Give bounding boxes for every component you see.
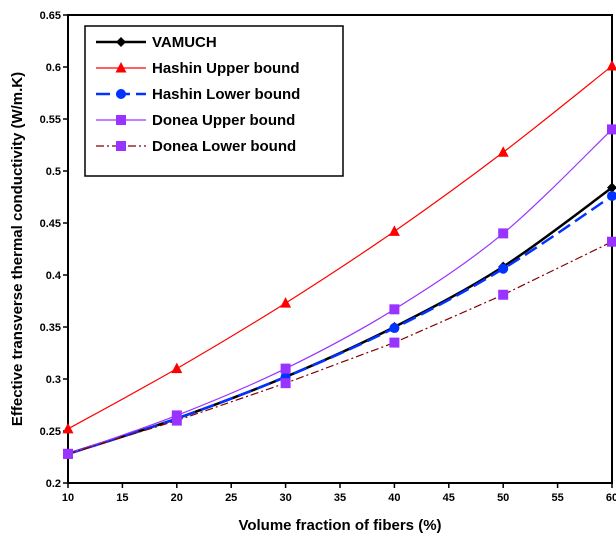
series-line-donea-lower-bound: [67, 241, 613, 455]
legend-label-donea-upper-bound: Donea Upper bound: [152, 112, 295, 129]
y-tick-label: 0.4: [46, 270, 62, 282]
data-point-hashin-upper-bound: [606, 59, 616, 71]
series-lines: [67, 65, 613, 456]
x-tick-label: 60: [606, 492, 616, 504]
legend-marker-hashin-upper-bound: [115, 62, 127, 73]
x-tick-label: 20: [171, 492, 183, 504]
y-axis-title: Effective transverse thermal conductivit…: [9, 72, 26, 426]
series-line-hashin-upper-bound: [67, 65, 613, 430]
y-tick-label: 0.2: [46, 478, 61, 490]
data-point-donea-lower-bound: [607, 236, 616, 247]
data-point-donea-lower-bound: [280, 378, 291, 389]
data-point-donea-lower-bound: [63, 448, 73, 459]
legend-marker-donea-lower-bound: [116, 141, 126, 151]
data-point-hashin-upper-bound: [171, 362, 183, 374]
legend-box: [84, 25, 344, 177]
x-tick-label: 45: [443, 492, 455, 504]
legend-marker-vamuch: [116, 37, 126, 47]
data-point-hashin-lower-bound: [389, 323, 400, 334]
legend-items: VAMUCH Hashin Upper bound Hashin Lower bou…: [96, 34, 300, 155]
series-line-donea-upper-bound: [67, 128, 613, 455]
x-tick-label: 15: [116, 492, 128, 504]
data-point-donea-upper-bound: [389, 304, 400, 315]
data-point-donea-upper-bound: [498, 228, 509, 239]
legend: VAMUCH Hashin Upper bound Hashin Lower bou…: [84, 25, 344, 177]
data-point-hashin-upper-bound: [497, 146, 509, 157]
data-point-hashin-upper-bound: [280, 297, 292, 308]
y-tick-label: 0.35: [40, 322, 61, 334]
y-tick-label: 0.25: [40, 426, 61, 438]
y-tick-label: 0.3: [46, 374, 61, 386]
legend-label-vamuch: VAMUCH: [152, 34, 217, 51]
x-tick-label: 55: [551, 492, 563, 504]
x-tick-label: 30: [279, 492, 291, 504]
data-point-donea-upper-bound: [171, 410, 182, 421]
data-point-donea-upper-bound: [280, 363, 291, 374]
data-point-hashin-upper-bound: [388, 225, 400, 236]
y-tick-label: 0.55: [40, 114, 61, 126]
x-tick-label: 35: [334, 492, 346, 504]
data-point-donea-lower-bound: [389, 337, 400, 348]
data-point-hashin-lower-bound: [498, 263, 509, 274]
series-markers: [62, 59, 616, 459]
legend-label-hashin-upper-bound: Hashin Upper bound: [152, 60, 300, 77]
x-tick-label: 10: [62, 492, 74, 504]
x-tick-label: 40: [388, 492, 400, 504]
axis-ticks: 0.2 0.25 0.3 0.35 0.4 0.45 0.5 0.55 0.6 0.65 10 15 2…: [40, 10, 616, 504]
data-point-hashin-lower-bound: [607, 190, 616, 201]
y-tick-label: 0.45: [40, 218, 61, 230]
legend-marker-donea-upper-bound: [116, 115, 126, 125]
x-tick-label: 50: [497, 492, 509, 504]
data-point-vamuch: [607, 182, 616, 193]
data-point-hashin-upper-bound: [62, 422, 74, 434]
y-tick-label: 0.5: [46, 166, 61, 178]
legend-marker-hashin-lower-bound: [116, 89, 126, 99]
legend-label-donea-lower-bound: Donea Lower bound: [152, 138, 296, 155]
data-point-donea-lower-bound: [171, 415, 182, 426]
legend-label-hashin-lower-bound: Hashin Lower bound: [152, 86, 300, 103]
x-axis-title: Volume fraction of fibers (%): [238, 517, 441, 534]
x-tick-label: 25: [225, 492, 237, 504]
data-point-donea-lower-bound: [498, 289, 509, 300]
series-line-hashin-lower-bound: [67, 194, 613, 456]
data-point-donea-upper-bound: [607, 124, 616, 135]
y-tick-label: 0.65: [40, 10, 61, 22]
y-tick-label: 0.6: [46, 62, 61, 74]
